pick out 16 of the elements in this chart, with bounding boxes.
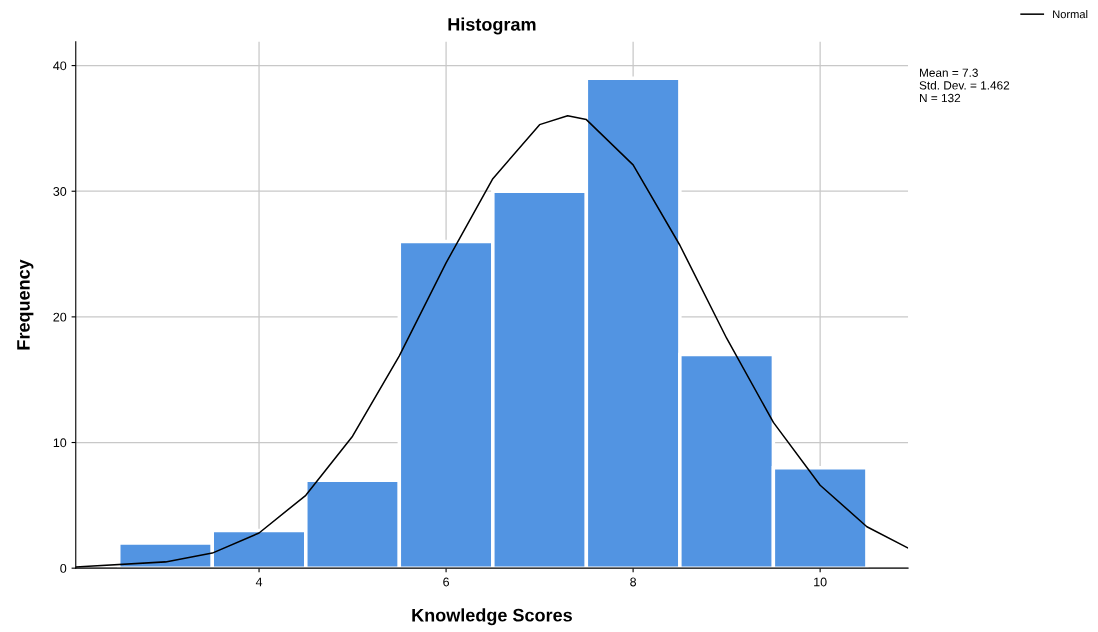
- legend-label: Normal: [1053, 10, 1088, 19]
- x-tick-label: 4: [255, 577, 263, 587]
- chart-title: Histogram: [448, 17, 536, 35]
- x-axis-title: Knowledge Scores: [412, 608, 572, 626]
- text: Mean = 7.3: [919, 68, 978, 77]
- y-tick-label: 40: [53, 61, 67, 71]
- text: Std. Dev. = 1.462: [919, 80, 1010, 90]
- x-tick-label: 6: [443, 577, 450, 587]
- text: N = 132: [919, 93, 961, 103]
- y-tick-label: 30: [53, 187, 67, 196]
- x-tick-label: 8: [630, 577, 637, 587]
- y-axis-title: Frequency: [17, 259, 34, 350]
- x-tick-label: 10: [814, 577, 827, 587]
- y-tick-label: 20: [53, 312, 67, 322]
- y-tick-label: 10: [53, 438, 67, 448]
- y-tick-label: 0: [60, 563, 67, 573]
